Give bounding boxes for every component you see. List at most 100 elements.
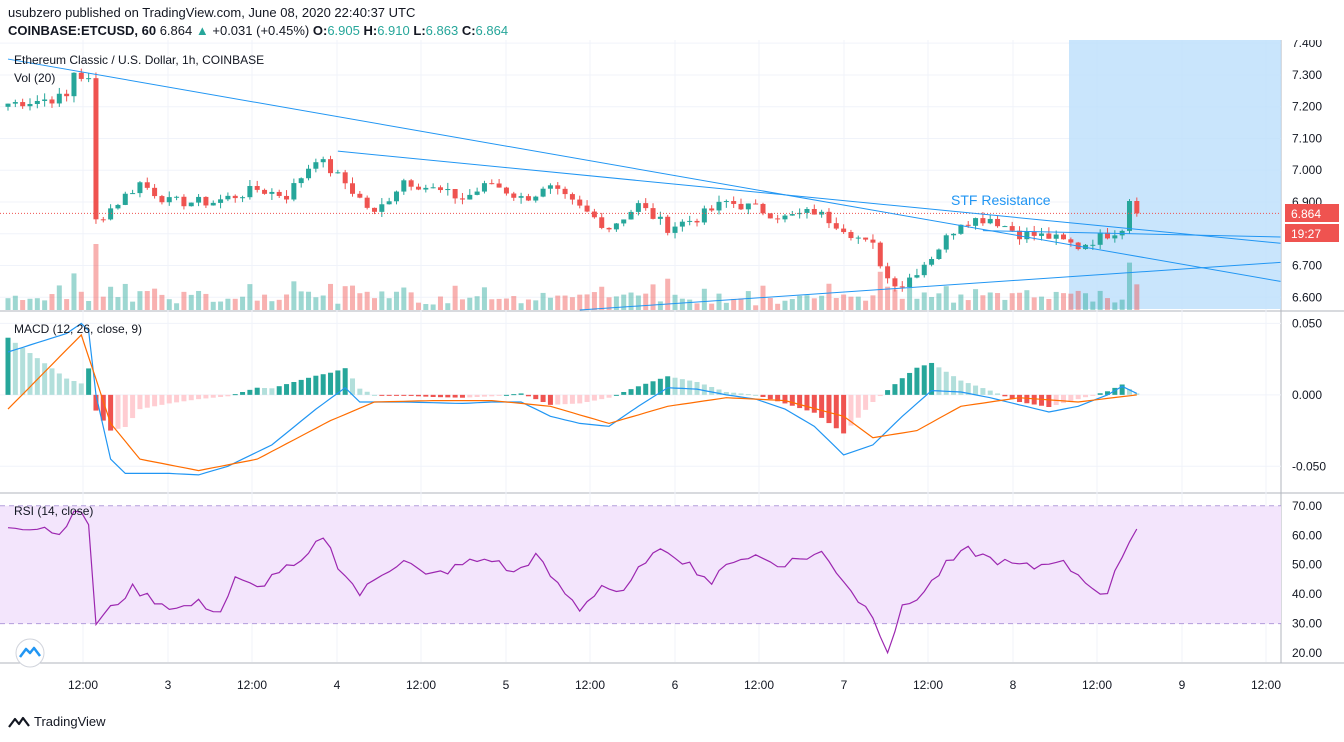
macd-histogram-bar bbox=[415, 394, 421, 397]
candle bbox=[679, 221, 685, 227]
volume-bar bbox=[555, 295, 561, 310]
macd-histogram-bar bbox=[599, 394, 605, 400]
macd-histogram-bar bbox=[929, 362, 935, 395]
candle bbox=[496, 183, 502, 188]
candle bbox=[1017, 230, 1023, 240]
candle bbox=[958, 224, 964, 234]
x-tick-label: 12:00 bbox=[68, 678, 98, 692]
candle bbox=[93, 78, 99, 220]
volume-bar bbox=[855, 296, 861, 310]
candle bbox=[401, 180, 407, 192]
volume-bar bbox=[980, 295, 986, 310]
volume-bar bbox=[738, 298, 744, 310]
macd-histogram-bar bbox=[240, 392, 246, 395]
macd-histogram-bar bbox=[203, 394, 209, 399]
volume-bar bbox=[540, 292, 546, 310]
publish-info: usubzero published on TradingView.com, J… bbox=[8, 5, 416, 20]
macd-histogram-bar bbox=[1009, 394, 1015, 400]
macd-histogram-bar bbox=[152, 394, 158, 407]
candle bbox=[540, 188, 546, 197]
volume-bar bbox=[489, 299, 495, 310]
change-value: +0.031 (+0.45%) bbox=[212, 23, 310, 38]
macd-tick-label: -0.050 bbox=[1292, 459, 1326, 473]
volume-bar bbox=[848, 296, 854, 310]
candle bbox=[635, 203, 641, 212]
trendline bbox=[337, 150, 1281, 244]
macd-histogram-bar bbox=[1134, 393, 1140, 395]
volume-bar bbox=[635, 295, 641, 310]
candle bbox=[328, 159, 334, 174]
macd-histogram-bar bbox=[408, 394, 414, 396]
volume-bar bbox=[694, 303, 700, 310]
volume-bar bbox=[936, 293, 942, 310]
macd-histogram-bar bbox=[650, 381, 656, 395]
x-tick-label: 12:00 bbox=[406, 678, 436, 692]
volume-bar bbox=[613, 296, 619, 310]
candle bbox=[907, 277, 913, 288]
macd-histogram-bar bbox=[848, 394, 854, 426]
candle bbox=[723, 201, 729, 203]
macd-histogram-bar bbox=[591, 394, 597, 401]
rsi-line bbox=[7, 510, 1138, 655]
tv-logo-button[interactable] bbox=[15, 638, 45, 668]
volume-bar bbox=[452, 285, 458, 310]
volume-bar bbox=[819, 295, 825, 310]
volume-bar bbox=[240, 296, 246, 310]
volume-bar bbox=[562, 295, 568, 310]
candle bbox=[870, 239, 876, 243]
macd-histogram-bar bbox=[965, 383, 971, 395]
candle bbox=[291, 183, 297, 200]
volume-bar bbox=[269, 301, 275, 310]
volume-bar bbox=[181, 291, 187, 310]
volume-bar bbox=[42, 300, 48, 310]
volume-bar bbox=[1009, 293, 1015, 310]
chart-header: usubzero published on TradingView.com, J… bbox=[8, 4, 508, 40]
macd-histogram-bar bbox=[437, 394, 443, 398]
tv-logo-icon bbox=[19, 646, 41, 658]
macd-histogram-bar bbox=[628, 389, 634, 395]
macd-histogram-bar bbox=[885, 390, 891, 395]
macd-tick-label: 0.050 bbox=[1292, 316, 1322, 330]
macd-histogram-bar bbox=[364, 391, 370, 395]
volume-bar bbox=[335, 303, 341, 310]
candle bbox=[745, 203, 751, 210]
volume-bar bbox=[804, 295, 810, 310]
volume-bar bbox=[907, 287, 913, 310]
candle bbox=[936, 249, 942, 259]
candle bbox=[877, 242, 883, 267]
volume-bar bbox=[115, 297, 121, 310]
candle bbox=[467, 194, 473, 200]
volume-bar bbox=[1002, 299, 1008, 310]
macd-histogram-bar bbox=[108, 394, 114, 431]
x-tick-label: 6 bbox=[672, 678, 679, 692]
macd-histogram-bar bbox=[855, 394, 861, 418]
x-tick-label: 9 bbox=[1179, 678, 1186, 692]
volume-bar bbox=[284, 294, 290, 310]
x-tick-label: 5 bbox=[503, 678, 510, 692]
volume-bar bbox=[364, 291, 370, 310]
macd-histogram-bar bbox=[569, 394, 575, 404]
volume-bar bbox=[958, 294, 964, 310]
volume-bar bbox=[328, 283, 334, 310]
close-value: 6.864 bbox=[475, 23, 509, 38]
macd-histogram-bar bbox=[56, 373, 62, 395]
candle bbox=[34, 100, 40, 104]
volume-bar bbox=[1024, 290, 1030, 310]
candle bbox=[782, 215, 788, 220]
macd-histogram-bar bbox=[540, 394, 546, 402]
volume-bar bbox=[415, 302, 421, 310]
projection-zone-rect bbox=[1069, 40, 1281, 309]
volume-bar bbox=[372, 298, 377, 310]
candle bbox=[284, 195, 290, 200]
volume-bar bbox=[672, 294, 678, 310]
price-tick-label: 6.700 bbox=[1292, 259, 1322, 273]
candle bbox=[943, 235, 949, 250]
macd-histogram-bar bbox=[709, 387, 715, 395]
stf-resistance-label: STF Resistance bbox=[951, 192, 1051, 208]
candle bbox=[518, 196, 524, 198]
candle bbox=[731, 201, 737, 204]
macd-histogram-bar bbox=[225, 394, 231, 397]
candle bbox=[921, 264, 927, 276]
chart-area[interactable]: 12:00 3 12:00 4 12:00 5 12:00 6 12:00 7 12:00 8 12:0… bbox=[0, 40, 1344, 706]
macd-histogram-bar bbox=[819, 394, 825, 418]
